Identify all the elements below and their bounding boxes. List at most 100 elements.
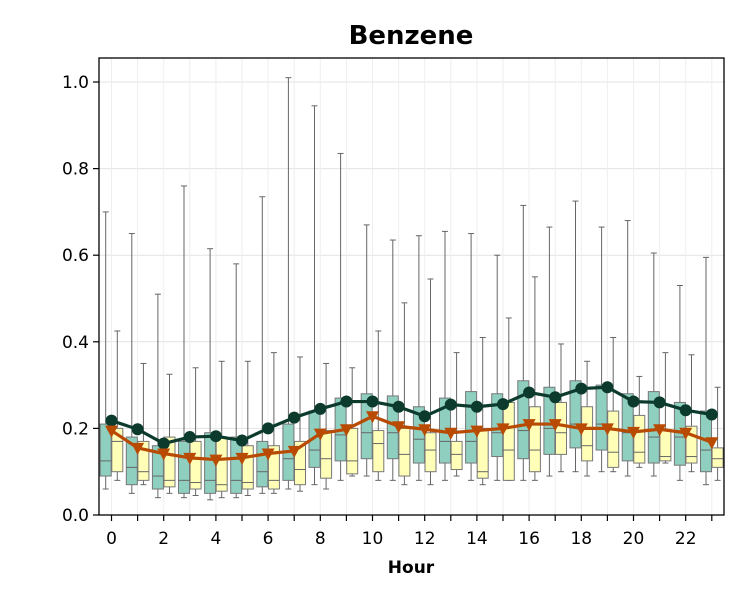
- box-body: [607, 410, 620, 468]
- box-1-hour-12: [412, 235, 425, 481]
- point-series-1: [314, 402, 327, 415]
- box-body: [230, 436, 243, 494]
- point-series-2: [418, 424, 432, 437]
- y-tick-label: 1.0: [62, 73, 89, 93]
- box-1-hour-11: [386, 239, 399, 481]
- box-2-hour-7: [294, 356, 306, 492]
- box-body: [178, 440, 190, 494]
- box-2-hour-22: [685, 354, 698, 473]
- box-body: [711, 447, 724, 468]
- point-series-1: [262, 422, 275, 435]
- box-2-hour-17: [555, 343, 567, 473]
- point-series-2: [653, 424, 667, 437]
- point-series-1: [209, 430, 222, 443]
- point-series-2: [627, 426, 640, 439]
- box-1-hour-8: [308, 105, 321, 486]
- box-body: [360, 393, 373, 460]
- box-body: [125, 436, 138, 486]
- chart-title: Benzene: [349, 21, 474, 51]
- point-series-1: [653, 396, 666, 409]
- box-1-hour-2: [151, 293, 164, 499]
- box-body: [372, 430, 385, 473]
- x-axis: 0 2 4 6 8 10 12 14 16 18 20 22: [106, 515, 713, 549]
- point-series-2: [157, 448, 171, 461]
- point-series-2: [183, 452, 197, 465]
- x-axis-label: Hour: [388, 558, 435, 578]
- box-body: [215, 436, 228, 492]
- point-series-1: [157, 437, 170, 450]
- box-body: [137, 440, 150, 481]
- point-series-2: [313, 428, 327, 441]
- box-body: [633, 414, 646, 464]
- box-1-hour-20: [621, 220, 634, 477]
- point-series-2: [600, 423, 614, 436]
- box-body: [241, 445, 254, 490]
- point-series-2: [679, 427, 693, 440]
- box-2-hour-10: [372, 330, 385, 481]
- box-2-hour-13: [450, 352, 463, 477]
- point-series-1: [418, 410, 431, 423]
- box-2-hour-9: [346, 367, 359, 477]
- box-2-hour-23: [711, 386, 724, 481]
- point-series-2: [235, 452, 249, 465]
- point-series-2: [366, 411, 379, 424]
- line-series: [105, 381, 719, 467]
- box-2-hour-3: [189, 367, 202, 497]
- box-2-hour-12: [424, 278, 437, 486]
- point-series-1: [575, 382, 588, 395]
- y-axis: 0.0 0.2 0.4 0.6 0.8 1.0: [62, 73, 99, 526]
- box-1-hour-0: [99, 211, 112, 490]
- point-series-1: [444, 398, 457, 411]
- box-2-hour-19: [607, 336, 620, 473]
- y-tick-label: 0.8: [62, 160, 89, 180]
- plot-frame: [98, 57, 725, 516]
- box-body: [502, 401, 515, 481]
- box-1-hour-17: [543, 226, 556, 477]
- y-tick-label: 0.4: [62, 333, 89, 353]
- x-tick-label: 0: [106, 529, 117, 549]
- box-1-hour-14: [465, 233, 478, 481]
- point-series-2: [522, 419, 536, 432]
- box-body: [595, 384, 608, 451]
- box-2-hour-6: [267, 352, 280, 494]
- point-series-2: [444, 427, 458, 440]
- box-body: [476, 427, 489, 479]
- point-series-2: [339, 424, 353, 437]
- box-1-hour-15: [491, 254, 504, 481]
- box-2-hour-2: [163, 373, 176, 494]
- box-body: [346, 427, 359, 475]
- box-body: [581, 406, 594, 462]
- box-1-hour-1: [125, 233, 138, 494]
- box-body: [294, 440, 306, 486]
- point-series-2: [131, 442, 145, 455]
- point-series-1: [523, 386, 536, 399]
- box-body: [111, 427, 124, 473]
- point-series-2: [470, 425, 484, 438]
- box-1-hour-18: [569, 200, 582, 473]
- box-body: [151, 445, 164, 490]
- point-series-1: [679, 404, 692, 417]
- box-body: [569, 380, 582, 449]
- x-tick-label: 10: [362, 529, 384, 549]
- point-series-1: [497, 398, 509, 411]
- box-2-hour-4: [215, 360, 228, 499]
- box-body: [398, 427, 411, 477]
- point-series-1: [705, 408, 718, 421]
- x-tick-label: 16: [518, 529, 540, 549]
- x-tick-label: 8: [315, 529, 326, 549]
- box-body: [99, 423, 112, 477]
- point-series-2: [548, 419, 562, 432]
- box-1-hour-21: [647, 252, 660, 477]
- box-2-hour-8: [320, 362, 333, 490]
- box-1-hour-13: [439, 230, 451, 481]
- point-series-2: [209, 454, 223, 467]
- box-body: [528, 406, 541, 473]
- box-1-hour-10: [360, 224, 373, 477]
- point-series-2: [392, 421, 406, 434]
- point-series-1: [549, 391, 562, 404]
- point-series-1: [366, 395, 379, 408]
- box-body: [450, 440, 463, 471]
- point-series-1: [288, 411, 301, 424]
- point-series-2: [574, 423, 588, 436]
